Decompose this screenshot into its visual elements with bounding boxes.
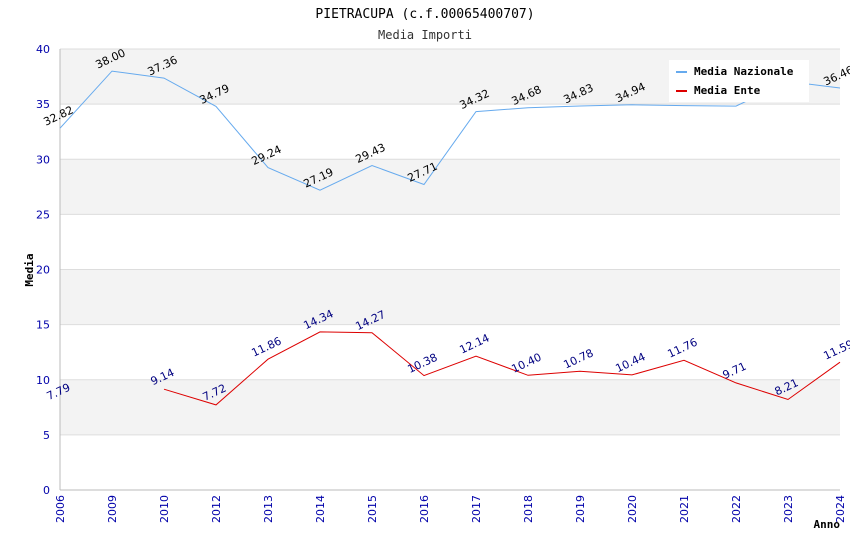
x-tick-label: 2015 bbox=[366, 495, 379, 523]
y-tick-label: 15 bbox=[36, 319, 50, 332]
x-tick-label: 2014 bbox=[314, 495, 327, 523]
x-tick-label: 2020 bbox=[626, 495, 639, 523]
background-band bbox=[60, 269, 840, 325]
x-tick-label: 2012 bbox=[210, 495, 223, 523]
y-tick-label: 10 bbox=[36, 374, 50, 387]
background-band bbox=[60, 104, 840, 160]
y-tick-labels: 0 5 10 15 20 25 30 35 40 bbox=[36, 43, 50, 497]
legend-label-ente: Media Ente bbox=[694, 84, 761, 97]
legend: Media Nazionale Media Ente bbox=[669, 60, 809, 102]
background-band bbox=[60, 379, 840, 435]
x-tick-label: 2009 bbox=[106, 495, 119, 523]
x-tick-labels: 2006 2009 2010 2012 2013 2014 2015 2016 2017 2018… bbox=[54, 495, 847, 523]
x-tick-label: 2017 bbox=[470, 495, 483, 523]
legend-box bbox=[669, 60, 809, 102]
background-band bbox=[60, 434, 840, 490]
series-line bbox=[59, 70, 841, 191]
x-tick-label: 2019 bbox=[574, 495, 587, 523]
x-tick-label: 2022 bbox=[730, 495, 743, 523]
legend-label-nazionale: Media Nazionale bbox=[694, 65, 794, 78]
y-tick-label: 5 bbox=[43, 429, 50, 442]
series-line bbox=[163, 331, 841, 406]
x-tick-label: 2006 bbox=[54, 495, 67, 523]
background-band bbox=[60, 324, 840, 380]
series-lines bbox=[59, 70, 841, 406]
x-tick-label: 2010 bbox=[158, 495, 171, 523]
y-tick-label: 20 bbox=[36, 264, 50, 277]
x-tick-label: 2013 bbox=[262, 495, 275, 523]
x-axis-label: Anno bbox=[814, 518, 841, 531]
background-bands bbox=[60, 49, 840, 490]
background-band bbox=[60, 214, 840, 270]
y-tick-label: 0 bbox=[43, 484, 50, 497]
x-tick-label: 2018 bbox=[522, 495, 535, 523]
x-tick-label: 2016 bbox=[418, 495, 431, 523]
background-band bbox=[60, 159, 840, 215]
y-tick-label: 40 bbox=[36, 43, 50, 56]
y-axis-label: Media bbox=[23, 253, 36, 286]
y-tick-label: 35 bbox=[36, 98, 50, 111]
x-tick-label: 2021 bbox=[678, 495, 691, 523]
x-tick-label: 2023 bbox=[782, 495, 795, 523]
y-tick-label: 25 bbox=[36, 208, 50, 221]
chart-subtitle: Media Importi bbox=[378, 28, 472, 42]
y-tick-label: 30 bbox=[36, 153, 50, 166]
x-tick-label: 2024 bbox=[834, 495, 847, 523]
chart-title: PIETRACUPA (c.f.00065400707) bbox=[315, 7, 534, 22]
